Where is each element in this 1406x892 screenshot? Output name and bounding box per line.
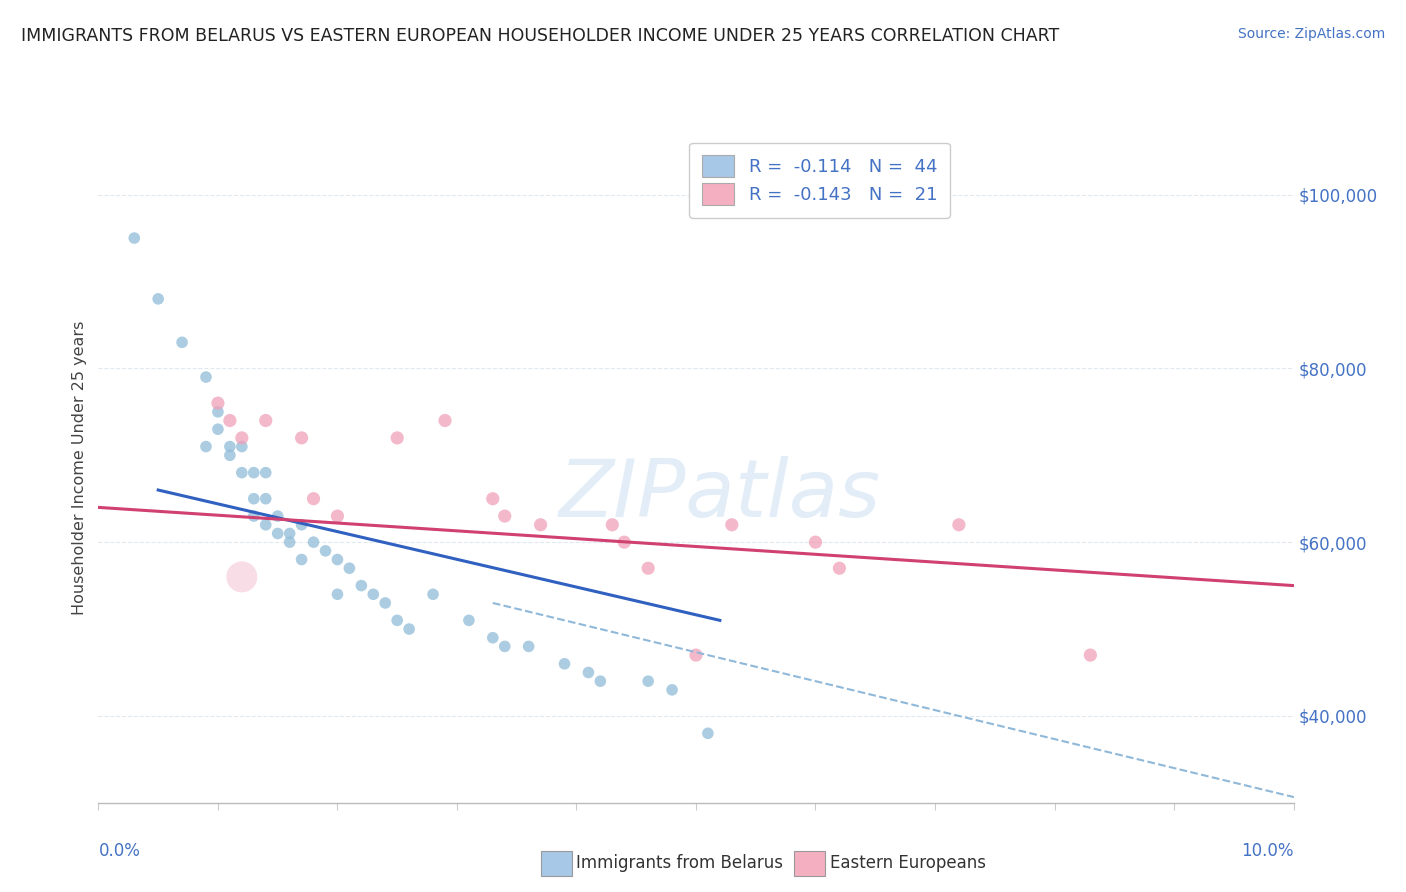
Point <box>290 517 312 532</box>
Point <box>578 665 600 680</box>
Point <box>721 517 744 532</box>
Point <box>589 674 612 689</box>
Point <box>494 640 516 654</box>
Point <box>637 561 659 575</box>
Point <box>804 535 827 549</box>
Point <box>267 509 290 524</box>
Point <box>207 405 229 419</box>
Point <box>243 509 266 524</box>
Point <box>243 491 266 506</box>
Point <box>661 682 683 697</box>
Point <box>219 448 242 462</box>
Text: IMMIGRANTS FROM BELARUS VS EASTERN EUROPEAN HOUSEHOLDER INCOME UNDER 25 YEARS CO: IMMIGRANTS FROM BELARUS VS EASTERN EUROP… <box>21 27 1059 45</box>
Point <box>219 440 242 454</box>
Point <box>194 370 218 384</box>
Point <box>697 726 720 740</box>
Point <box>948 517 970 532</box>
Text: 10.0%: 10.0% <box>1241 842 1294 860</box>
Point <box>254 413 277 427</box>
Y-axis label: Householder Income Under 25 years: Householder Income Under 25 years <box>72 321 87 615</box>
Text: Eastern Europeans: Eastern Europeans <box>830 855 986 872</box>
Point <box>231 570 253 584</box>
Point <box>374 596 396 610</box>
Point <box>529 517 551 532</box>
Point <box>326 587 349 601</box>
Point <box>1080 648 1102 662</box>
Point <box>350 578 373 592</box>
Point <box>254 517 277 532</box>
Point <box>207 422 229 436</box>
Point <box>148 292 170 306</box>
Point <box>231 466 253 480</box>
Point <box>422 587 444 601</box>
Point <box>207 396 229 410</box>
Point <box>458 613 481 627</box>
Point <box>494 509 516 524</box>
Point <box>326 509 349 524</box>
Point <box>290 552 312 566</box>
Point <box>243 466 266 480</box>
Point <box>302 535 325 549</box>
Point <box>481 491 505 506</box>
Point <box>302 491 325 506</box>
Point <box>219 413 242 427</box>
Point <box>231 440 253 454</box>
Point <box>385 431 409 445</box>
Point <box>517 640 540 654</box>
Text: Source: ZipAtlas.com: Source: ZipAtlas.com <box>1237 27 1385 41</box>
Point <box>231 431 253 445</box>
Point <box>363 587 385 601</box>
Point <box>434 413 457 427</box>
Point <box>385 613 409 627</box>
Point <box>290 431 312 445</box>
Point <box>398 622 420 636</box>
Point <box>613 535 636 549</box>
Point <box>685 648 707 662</box>
Point <box>267 526 290 541</box>
Point <box>339 561 360 575</box>
Text: Immigrants from Belarus: Immigrants from Belarus <box>576 855 783 872</box>
Point <box>254 466 277 480</box>
Point <box>315 544 337 558</box>
Point <box>194 440 218 454</box>
Point <box>326 552 349 566</box>
Text: 0.0%: 0.0% <box>98 842 141 860</box>
Point <box>278 526 301 541</box>
Point <box>554 657 576 671</box>
Point <box>481 631 505 645</box>
Point <box>172 335 194 350</box>
Point <box>828 561 851 575</box>
Point <box>278 535 301 549</box>
Text: ZIPatlas: ZIPatlas <box>558 456 882 534</box>
Point <box>254 491 277 506</box>
Point <box>637 674 659 689</box>
Point <box>124 231 146 245</box>
Point <box>600 517 623 532</box>
Legend: R =  -0.114   N =  44, R =  -0.143   N =  21: R = -0.114 N = 44, R = -0.143 N = 21 <box>689 143 950 218</box>
